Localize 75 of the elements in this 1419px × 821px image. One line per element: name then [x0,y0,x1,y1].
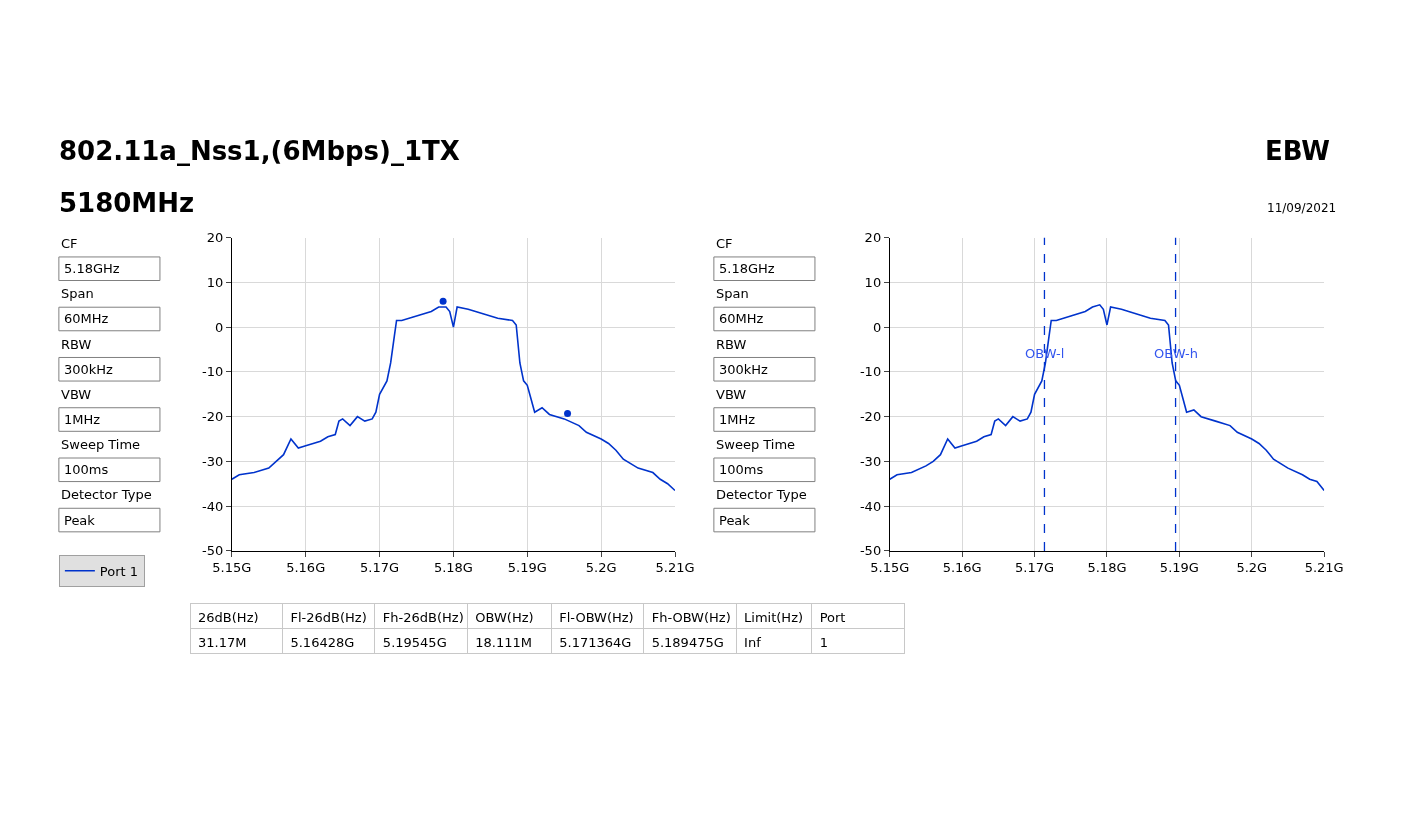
text: 1MHz [64,412,101,427]
y-tick-label: 10 [864,275,882,290]
text: Sweep Time [716,437,796,452]
text: VBW [61,387,92,402]
text: 802.11a_Nss1,(6Mbps)_1TX [59,136,460,166]
x-tick-label: 5.15G [870,560,910,576]
text: 5.18GHz [64,261,120,276]
text: 5.18GHz [719,261,775,276]
text: Limit(Hz) [744,609,804,625]
text: 60MHz [64,311,109,326]
text: 26dB(Hz) [198,609,259,625]
x-tick-label: 5.15G [212,560,252,576]
text: RBW [61,337,92,352]
x-tick-label: 5.17G [1015,560,1055,576]
text: Peak [64,513,96,528]
x-tick-label: 5.19G [1159,560,1199,576]
y-tick-label: 20 [864,230,882,246]
text: Sweep Time [61,437,141,452]
y-tick-label: -20 [859,409,882,425]
text: Fl-26dB(Hz) [290,609,367,625]
text: Port [819,609,846,625]
text: Peak [719,513,751,528]
y-tick-label: 20 [206,230,224,246]
text: RBW [716,337,747,352]
text: Span [61,286,94,301]
x-tick-label: 5.16G [942,560,982,576]
text: 60MHz [719,311,764,326]
x-tick-label: 5.21G [655,560,695,576]
text: 11/09/2021 [1267,201,1337,215]
x-tick-label: 5.16G [286,560,326,576]
text: 5.16428G [290,634,355,650]
text: 5180MHz [59,188,195,218]
y-tick-label: -40 [202,498,224,514]
text: VBW [716,387,747,402]
text: Fh-26dB(Hz) [382,609,464,625]
text: CF [716,236,733,251]
text: Fl-OBW(Hz) [559,609,634,625]
text: 18.111M [475,634,532,650]
text: 300kHz [64,362,114,377]
text: Detector Type [61,487,152,502]
x-tick-label: 5.2G [585,560,617,576]
y-tick-label: 0 [214,319,224,335]
text: Inf [744,634,762,650]
text: Fh-OBW(Hz) [651,609,731,625]
x-tick-label: 5.18G [1087,560,1127,576]
y-tick-label: -30 [859,453,882,469]
x-tick-label: 5.19G [507,560,547,576]
legend-label: Port 1 [99,563,139,579]
text: 31.17M [198,634,247,650]
text: CF [61,236,78,251]
y-tick-label: -10 [202,364,224,380]
y-tick-label: -40 [859,498,882,514]
text: 100ms [719,462,764,477]
text: Span [716,286,749,301]
text: 5.171364G [559,634,632,650]
y-tick-label: -30 [202,453,224,469]
x-tick-label: 5.18G [433,560,473,576]
y-tick-label: -10 [859,364,882,380]
text: EBW [1265,136,1330,166]
text: 1 [819,634,828,650]
text: 1MHz [719,412,756,427]
y-tick-label: -50 [202,543,224,559]
x-tick-label: 5.2G [1236,560,1268,576]
text: 300kHz [719,362,769,377]
y-tick-label: -50 [859,543,882,559]
y-tick-label: 0 [872,319,882,335]
text: OBW(Hz) [475,609,534,625]
text: Detector Type [716,487,807,502]
text: 100ms [64,462,109,477]
x-tick-label: 5.21G [1304,560,1344,576]
x-tick-label: 5.17G [360,560,400,576]
text: 5.19545G [382,634,447,650]
y-tick-label: 10 [206,275,224,290]
text: 5.189475G [651,634,724,650]
y-tick-label: -20 [202,409,224,425]
